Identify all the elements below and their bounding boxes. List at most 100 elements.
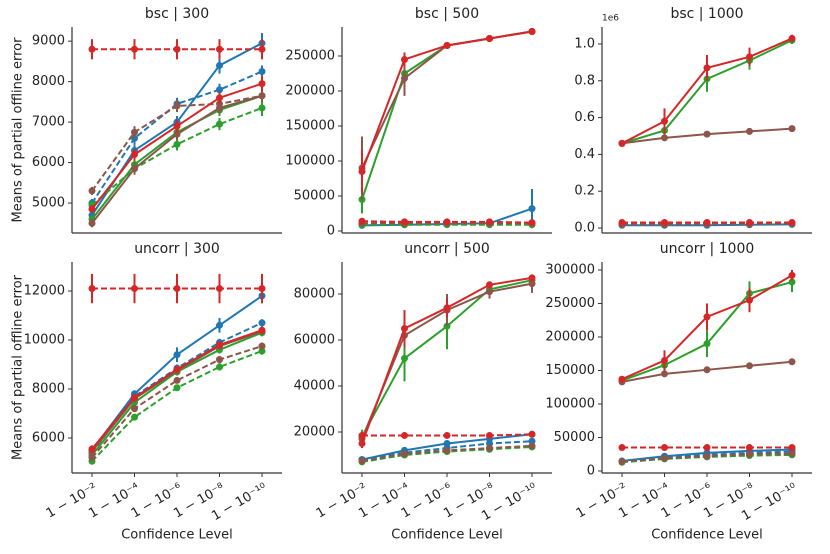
point — [173, 351, 181, 359]
point — [173, 285, 181, 293]
point — [131, 394, 138, 402]
point — [618, 219, 626, 227]
x-axis-label: Confidence Level — [121, 528, 233, 543]
point — [661, 219, 668, 227]
point — [528, 430, 536, 438]
point — [173, 102, 181, 110]
panel-title: uncorr | 300 — [134, 241, 220, 257]
point — [258, 68, 266, 76]
panel: bsc | 1000 0.0 0.2 0.4 0.6 0.8 1.0 1e6 — [574, 6, 812, 236]
point — [173, 122, 181, 130]
point — [401, 218, 408, 226]
point — [486, 281, 493, 289]
point — [486, 218, 493, 226]
point — [746, 219, 753, 227]
point — [528, 442, 536, 450]
point — [131, 150, 138, 158]
point — [216, 86, 223, 94]
point — [661, 117, 668, 125]
point — [618, 375, 626, 383]
panel-title: uncorr | 500 — [404, 241, 490, 257]
point — [661, 444, 668, 452]
y-tick-label: 5000 — [32, 196, 65, 211]
point — [88, 205, 96, 213]
point — [443, 218, 451, 226]
point — [618, 139, 626, 147]
point — [788, 34, 796, 42]
y-tick-label: 300000 — [545, 262, 595, 277]
panel: uncorr | 1000 0 50000 100000 150000 200000 250… — [545, 241, 812, 543]
y-tick-label: 0.4 — [574, 147, 595, 162]
y-tick-label: 0 — [587, 463, 595, 478]
panel-title: bsc | 300 — [145, 6, 209, 22]
point — [528, 27, 536, 35]
point — [88, 285, 96, 293]
point — [173, 376, 181, 384]
point — [88, 187, 96, 195]
point — [131, 45, 138, 53]
point — [443, 304, 451, 312]
point — [216, 61, 223, 69]
point — [173, 45, 181, 53]
y-axis-label: Means of partial offline error — [11, 274, 26, 460]
point — [401, 431, 408, 439]
panel: bsc | 300 5000 6000 7000 8000 9000 Means of pa… — [11, 6, 282, 234]
point — [788, 219, 796, 227]
y-tick-label: 200000 — [285, 83, 335, 98]
point — [746, 450, 753, 458]
point — [703, 452, 711, 460]
y-tick-label: 0.8 — [574, 73, 595, 88]
point — [88, 45, 96, 53]
y-tick-label: 100000 — [285, 153, 335, 168]
y-tick-label: 8000 — [32, 381, 65, 396]
y-tick-label: 40000 — [294, 379, 335, 394]
point — [88, 219, 96, 227]
point — [258, 319, 266, 327]
y-tick-label: 6000 — [32, 155, 65, 170]
point — [746, 444, 753, 452]
y-tick-label: 0.0 — [574, 221, 595, 236]
point — [216, 285, 223, 293]
point — [88, 454, 96, 462]
point — [746, 127, 753, 135]
point — [258, 326, 266, 334]
point — [661, 134, 668, 142]
y-tick-label: 250000 — [285, 48, 335, 63]
point — [258, 92, 266, 100]
point — [358, 167, 366, 175]
point — [216, 363, 223, 371]
point — [358, 431, 366, 439]
y-tick-label: 0.2 — [574, 184, 595, 199]
point — [788, 358, 796, 366]
panel: bsc | 500 0 50000 100000 150000 200000 250000 — [285, 6, 552, 238]
y-tick-label: 1.0 — [574, 36, 595, 51]
y-tick-label: 12000 — [24, 284, 65, 299]
series-line — [361, 30, 533, 169]
point — [173, 384, 181, 392]
panel-title: bsc | 1000 — [670, 6, 743, 22]
series-line — [91, 70, 263, 204]
point — [618, 458, 626, 466]
y-tick-label: 250000 — [545, 296, 595, 311]
y-tick-label: 150000 — [545, 363, 595, 378]
point — [131, 128, 138, 136]
point — [258, 342, 266, 350]
point — [216, 45, 223, 53]
y-tick-label: 9000 — [32, 34, 65, 49]
point — [788, 125, 796, 133]
point — [528, 280, 536, 288]
point — [703, 366, 711, 374]
point — [443, 41, 451, 49]
point — [703, 130, 711, 138]
y-tick-label: 0 — [327, 223, 335, 238]
point — [401, 450, 408, 458]
point — [528, 219, 536, 227]
point — [401, 354, 408, 362]
point — [661, 370, 668, 378]
offset-text: 1e6 — [602, 14, 619, 24]
y-tick-label: 0.6 — [574, 110, 595, 125]
point — [746, 53, 753, 61]
y-tick-label: 7000 — [32, 115, 65, 130]
point — [258, 80, 266, 88]
